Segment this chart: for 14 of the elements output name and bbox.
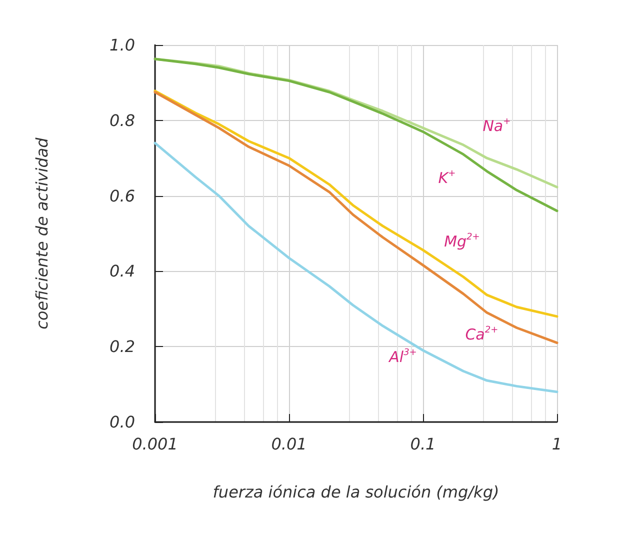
- series-label: K+: [438, 168, 456, 187]
- y-axis-title: coeficiente de actividad: [32, 136, 52, 330]
- y-tick-label: 0.8: [110, 110, 135, 130]
- series-label: Na+: [482, 116, 511, 135]
- y-tick-label: 0.4: [110, 262, 135, 281]
- x-tick-label: 0.1: [410, 434, 436, 454]
- y-tick-label: 0.0: [110, 412, 135, 432]
- y-tick-label: 1.0: [110, 36, 135, 54]
- x-tick-label: 0.01: [271, 434, 307, 454]
- x-tick-label: 1: [552, 434, 562, 454]
- x-tick-label: 0.001: [132, 434, 178, 454]
- y-tick-label: 0.6: [110, 186, 135, 206]
- y-tick-label: 0.2: [110, 337, 135, 356]
- x-axis-title: fuerza iónica de la solución (mg/kg): [212, 482, 500, 502]
